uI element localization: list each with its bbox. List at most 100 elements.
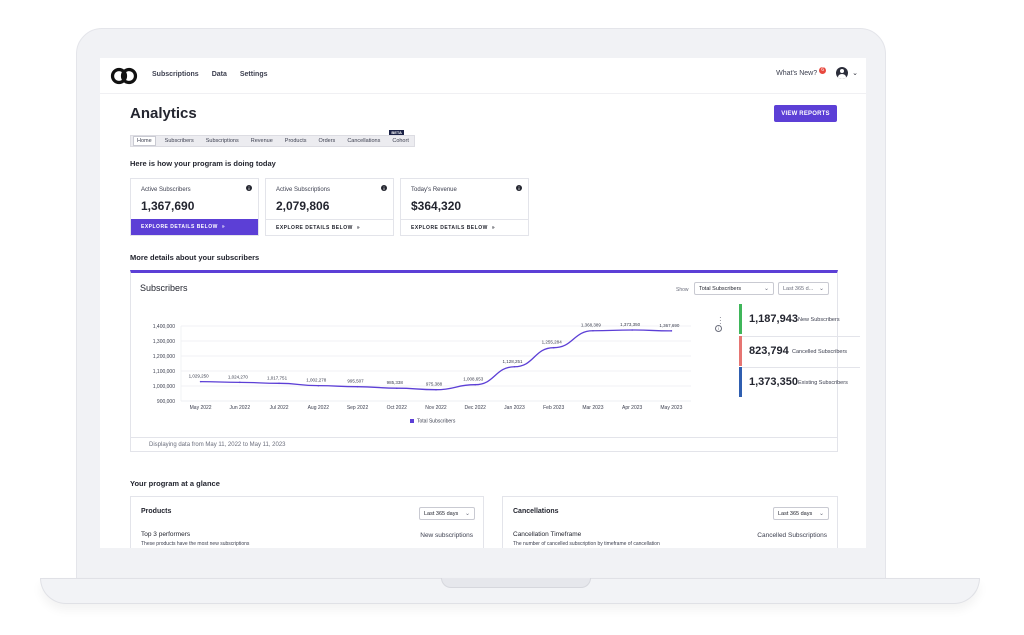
explore-label: EXPLORE DETAILS BELOW xyxy=(411,224,488,231)
stat-value: $364,320 xyxy=(411,199,462,213)
x-tick-label: Jul 2022 xyxy=(270,405,289,411)
stat-label: Today's Revenue xyxy=(411,187,457,193)
metric-value: 1,187,943 xyxy=(749,313,798,325)
data-point xyxy=(552,346,555,349)
data-point xyxy=(239,381,241,384)
x-tick-label: Sep 2022 xyxy=(347,405,369,411)
column-header: Cancelled Subscriptions xyxy=(757,532,827,539)
chevron-down-icon: ⌄ xyxy=(464,511,470,517)
y-tick-label: 1,400,000 xyxy=(153,324,175,330)
x-tick-label: Nov 2022 xyxy=(425,405,447,411)
card-description: These products have the most new subscri… xyxy=(141,541,250,547)
nav-link-settings[interactable]: Settings xyxy=(239,71,268,78)
column-header: New subscriptions xyxy=(420,532,473,539)
x-tick-label: Apr 2023 xyxy=(622,405,643,411)
panel-title: Subscribers xyxy=(140,283,188,293)
info-icon[interactable]: i xyxy=(516,185,522,191)
stat-label: Active Subscriptions xyxy=(276,187,331,193)
data-label: 1,017,751 xyxy=(267,375,288,380)
tab-orders[interactable]: Orders xyxy=(318,138,336,144)
tab-cohort[interactable]: BETA Cohort xyxy=(389,130,412,145)
metric-existing-subscribers: 1,373,350 Existing Subscribers xyxy=(739,367,861,397)
y-tick-label: 1,300,000 xyxy=(153,339,175,345)
tab-cancellations[interactable]: Cancellations xyxy=(347,138,381,144)
data-label: 1,024,270 xyxy=(228,374,249,379)
data-label: 1,128,251 xyxy=(502,359,523,364)
select-value: Last 365 days xyxy=(424,510,459,517)
data-label: 1,029,250 xyxy=(189,374,210,379)
subscribers-heading: More details about your subscribers xyxy=(130,253,260,262)
data-label: 1,368,389 xyxy=(581,323,602,328)
data-label: 1,367,690 xyxy=(659,323,680,328)
stat-label: Active Subscribers xyxy=(141,187,191,193)
show-label: Show xyxy=(676,287,689,293)
cancellations-range-select[interactable]: Last 365 days ⌄ xyxy=(773,507,829,520)
laptop-notch xyxy=(441,578,591,588)
divider xyxy=(742,336,860,337)
tab-subscribers[interactable]: Subscribers xyxy=(164,138,194,144)
data-label: 1,002,278 xyxy=(306,378,327,383)
explore-details-button[interactable]: EXPLORE DETAILS BELOW» xyxy=(401,219,528,235)
data-label: 985,338 xyxy=(387,380,404,385)
avatar[interactable] xyxy=(836,67,849,79)
brand-logo-icon[interactable] xyxy=(110,66,138,86)
metric-select[interactable]: Total Subscribers ⌄ xyxy=(694,282,774,295)
x-tick-label: May 2022 xyxy=(190,405,212,411)
data-point xyxy=(631,329,633,331)
card-title: Products xyxy=(141,508,172,515)
chevron-down-icon[interactable]: ⌄ xyxy=(852,70,858,77)
data-label: 1,008,653 xyxy=(463,377,484,382)
cancellations-card: Cancellations Last 365 days ⌄ Cancellatio… xyxy=(502,496,838,548)
explore-details-button[interactable]: EXPLORE DETAILS BELOW» xyxy=(131,219,258,235)
more-options-icon[interactable]: · · · xyxy=(719,313,722,328)
x-tick-label: Dec 2022 xyxy=(465,405,487,411)
metric-label: Cancelled Subscribers xyxy=(792,349,848,355)
data-label: 975,388 xyxy=(426,382,443,387)
metric-new-subscribers: 1,187,943 New Subscribers xyxy=(739,304,861,334)
subscribers-line-chart: 1,400,000 1,300,000 1,200,000 1,100,000 1,00… xyxy=(153,322,691,425)
metric-label: Existing Subscribers xyxy=(798,380,848,386)
data-point xyxy=(199,380,202,383)
explore-label: EXPLORE DETAILS BELOW xyxy=(276,224,353,231)
card-description: The number of cancelled subscription by … xyxy=(513,541,660,547)
explore-details-button[interactable]: EXPLORE DETAILS BELOW» xyxy=(266,219,393,235)
tab-subscriptions[interactable]: Subscriptions xyxy=(205,138,239,144)
stat-value: 1,367,690 xyxy=(141,199,195,213)
x-tick-label: Aug 2022 xyxy=(308,405,330,411)
info-icon[interactable]: i xyxy=(715,325,722,332)
range-select[interactable]: Last 365 d... ⌄ xyxy=(778,282,829,295)
x-tick-label: Feb 2023 xyxy=(543,405,564,411)
chevron-down-icon: ⌄ xyxy=(818,511,824,517)
laptop-base xyxy=(40,578,980,604)
info-icon[interactable]: i xyxy=(246,185,252,191)
data-point xyxy=(592,329,594,332)
page-title: Analytics xyxy=(130,105,197,122)
tab-products[interactable]: Products xyxy=(284,138,307,144)
card-subtitle: Cancellation Timeframe xyxy=(513,531,582,538)
metric-cancelled-subscribers: 823,794 Cancelled Subscribers xyxy=(739,336,861,366)
metric-select-value: Total Subscribers xyxy=(699,285,742,292)
nav-link-data[interactable]: Data xyxy=(211,71,227,78)
legend-label: Total Subscribers xyxy=(417,419,456,425)
data-point xyxy=(670,330,673,332)
data-label: 1,373,350 xyxy=(620,322,641,327)
data-point xyxy=(356,385,359,388)
nav-links: Subscriptions Data Settings xyxy=(152,71,268,78)
nav-link-subscriptions[interactable]: Subscriptions xyxy=(152,71,199,78)
products-range-select[interactable]: Last 365 days ⌄ xyxy=(419,507,475,520)
whats-new-link[interactable]: What's New? xyxy=(776,69,818,77)
notification-badge: 6 xyxy=(819,66,827,74)
info-icon[interactable]: i xyxy=(381,185,387,191)
top-navigation: Subscriptions Data Settings What's New? … xyxy=(100,58,866,94)
view-reports-button[interactable]: VIEW REPORTS xyxy=(774,105,837,122)
data-point xyxy=(278,382,280,385)
legend-swatch xyxy=(410,419,414,423)
tab-revenue[interactable]: Revenue xyxy=(250,138,273,144)
tab-home[interactable]: Home xyxy=(133,136,156,146)
subscribers-panel: Subscribers Show Total Subscribers ⌄ Last… xyxy=(130,270,860,452)
select-value: Last 365 days xyxy=(778,510,813,517)
stat-card-active-subscribers: Active Subscribers i 1,367,690 EXPLORE D… xyxy=(130,178,259,236)
data-label: 1,255,284 xyxy=(542,340,563,345)
y-tick-label: 1,200,000 xyxy=(153,354,175,360)
overview-heading: Here is how your program is doing today xyxy=(130,159,276,168)
